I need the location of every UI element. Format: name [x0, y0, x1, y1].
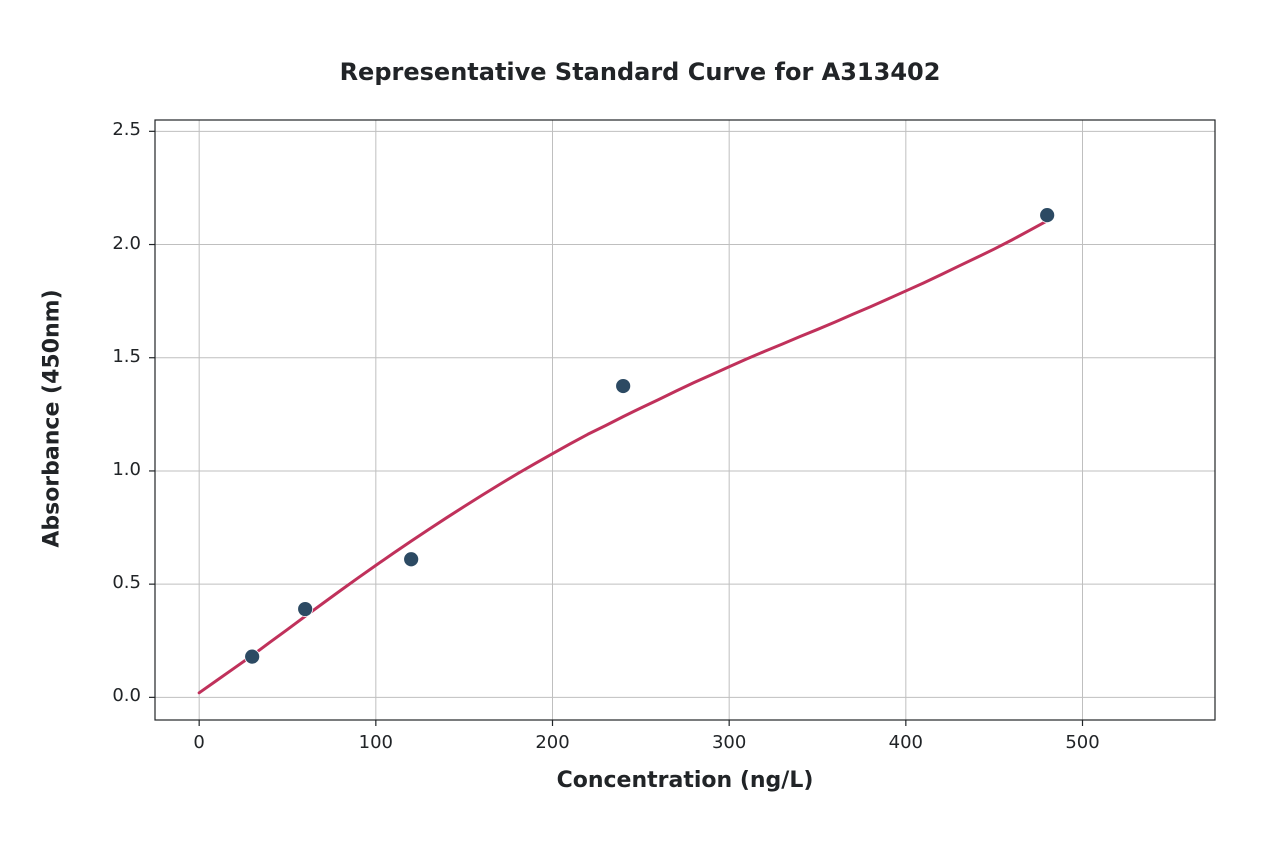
y-tick-label: 0.0: [112, 685, 141, 706]
y-tick-label: 1.0: [112, 459, 141, 480]
plot-svg: [155, 120, 1215, 720]
data-point: [404, 552, 419, 567]
y-axis-label: Absorbance (450nm): [40, 119, 65, 719]
x-tick-label: 300: [699, 732, 759, 753]
y-tick-label: 2.5: [112, 119, 141, 140]
data-point: [616, 379, 631, 394]
x-tick-label: 200: [523, 732, 583, 753]
chart-title: Representative Standard Curve for A31340…: [0, 58, 1280, 86]
x-tick-label: 100: [346, 732, 406, 753]
data-point: [1040, 208, 1055, 223]
x-tick-label: 500: [1053, 732, 1113, 753]
data-point: [298, 602, 313, 617]
data-point: [245, 649, 260, 664]
y-tick-label: 2.0: [112, 233, 141, 254]
chart-figure: Representative Standard Curve for A31340…: [0, 0, 1280, 845]
x-axis-label: Concentration (ng/L): [155, 768, 1215, 793]
x-tick-label: 0: [169, 732, 229, 753]
plot-border: [155, 120, 1215, 720]
x-tick-label: 400: [876, 732, 936, 753]
plot-area: [155, 120, 1215, 720]
y-tick-label: 1.5: [112, 346, 141, 367]
fitted-curve: [199, 221, 1047, 693]
y-tick-label: 0.5: [112, 572, 141, 593]
